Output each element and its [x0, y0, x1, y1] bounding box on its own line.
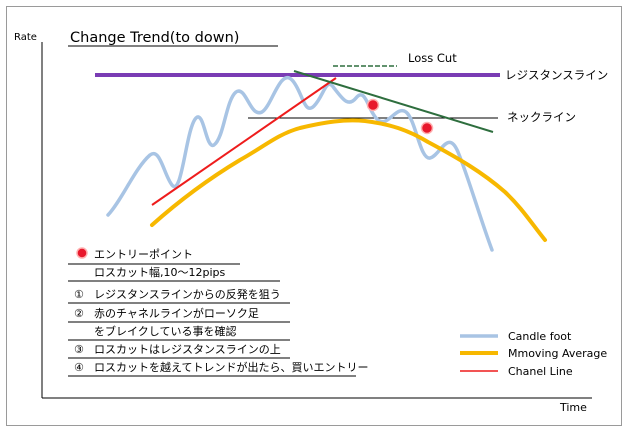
- note-number: ④: [74, 361, 84, 374]
- moving-average-line: [150, 118, 547, 242]
- downtrend-line: [293, 70, 494, 133]
- figure-frame: [6, 6, 622, 426]
- channel-line: [151, 77, 337, 206]
- neckline-label: ネックライン: [507, 110, 576, 124]
- note-number: ②: [74, 307, 84, 320]
- entry-point-note: エントリーポイント: [94, 248, 193, 261]
- entry-point-legend-marker: [76, 247, 88, 259]
- note-item: ロスカットを越えてトレンドが出たら、買いエントリー: [94, 360, 368, 374]
- legend-label-channel-line: Chanel Line: [508, 365, 573, 378]
- resistance-line-label: レジスタンスライン: [505, 68, 608, 82]
- x-axis-label: Time: [559, 401, 587, 414]
- diagram-title: Change Trend(to down): [70, 30, 239, 46]
- candle-foot-line: [106, 75, 494, 252]
- loss-cut-label: Loss Cut: [408, 51, 457, 65]
- note-item: レジスタンスラインからの反発を狙う: [94, 287, 281, 301]
- entry-point-marker: [366, 98, 380, 112]
- note-number: ①: [74, 288, 84, 301]
- note-item: ロスカットはレジスタンスラインの上: [94, 343, 281, 356]
- legend-label-moving-average: Mmoving Average: [508, 347, 607, 360]
- note-number: ③: [74, 343, 84, 356]
- legend-label-candle-foot: Candle foot: [508, 330, 572, 343]
- y-axis-label: Rate: [14, 32, 37, 43]
- note-item: 赤のチャネルラインがローソク足: [94, 306, 259, 320]
- entry-point-marker: [420, 121, 434, 135]
- note-item: をブレイクしている事を確認: [94, 324, 236, 338]
- loss-cut-width-note: ロスカット幅,10～12pips: [94, 266, 226, 279]
